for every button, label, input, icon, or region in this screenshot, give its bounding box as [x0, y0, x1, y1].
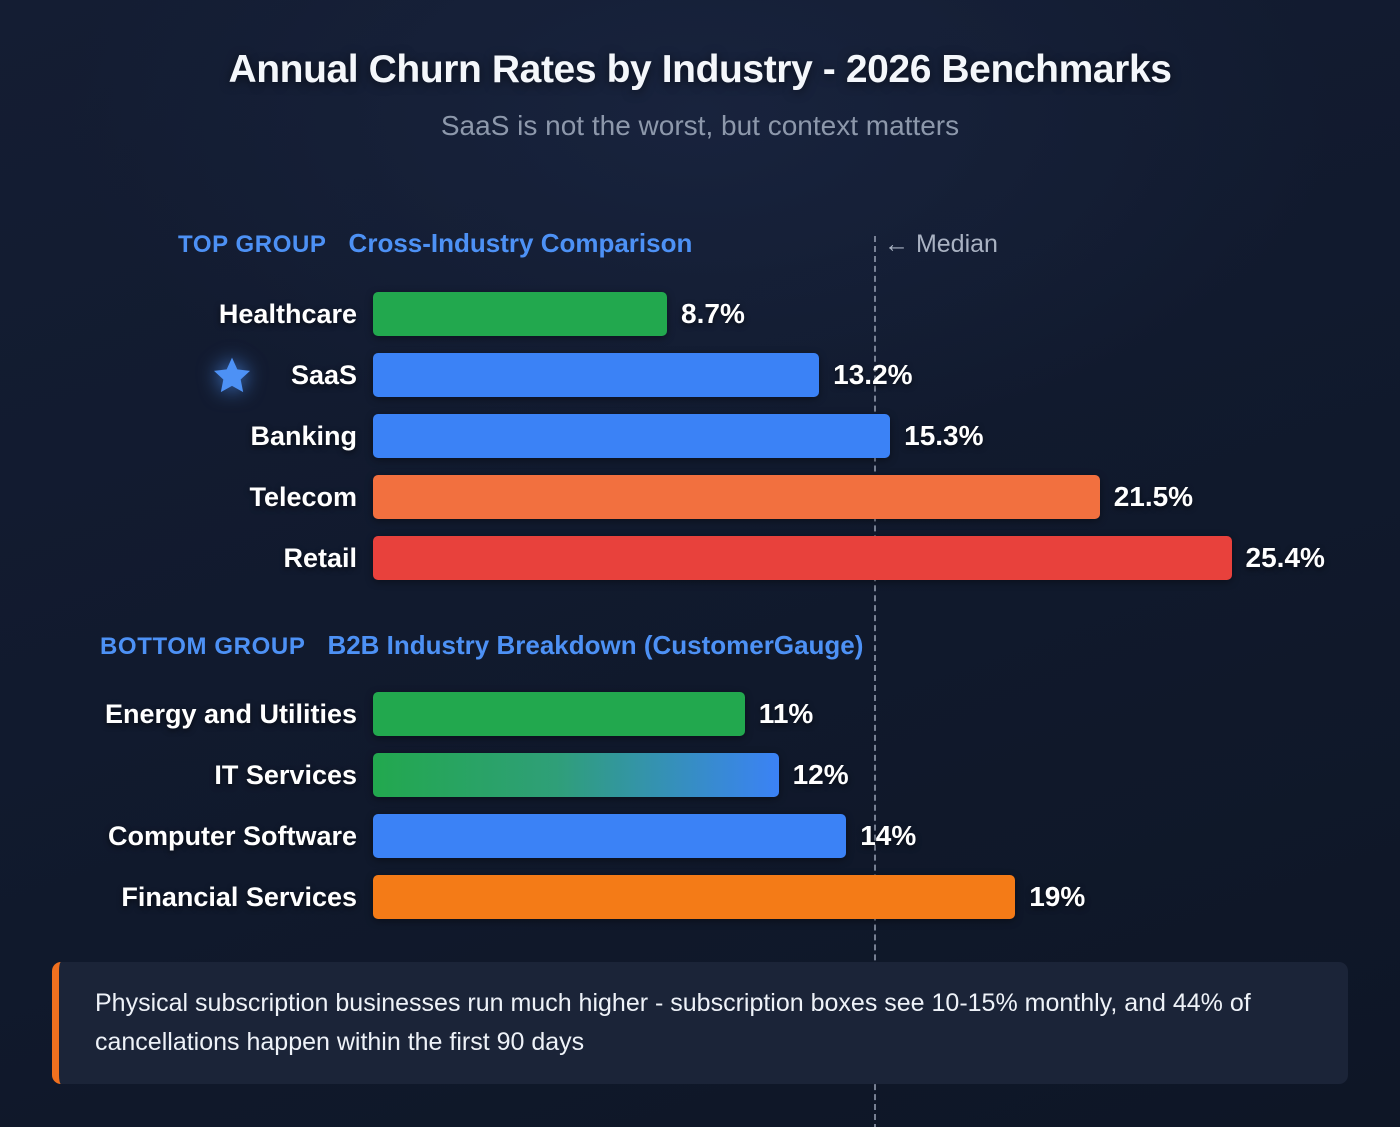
bar-category-label: Computer Software: [107, 820, 357, 851]
group-name-top: Cross-Industry Comparison: [348, 228, 693, 258]
median-reference-line: [874, 236, 876, 1127]
bar[interactable]: [373, 292, 668, 336]
bar-row[interactable]: IT Services 12%: [0, 751, 1400, 799]
bar-row[interactable]: SaaS 13.2%: [0, 351, 1400, 399]
bar-value-label: 8.7%: [681, 298, 745, 329]
group-header-top: TOP GROUP Cross-Industry Comparison: [178, 228, 692, 259]
bar-row[interactable]: Energy and Utilities 11%: [0, 690, 1400, 738]
bar-value-label: 13.2%: [833, 359, 913, 390]
bar-category-label: Retail: [283, 542, 357, 573]
bar[interactable]: [373, 475, 1100, 519]
bar[interactable]: [373, 753, 779, 797]
bar-value-label: 15.3%: [904, 420, 984, 451]
bar-category-label: Telecom: [249, 481, 357, 512]
bar-category-label: SaaS: [290, 359, 357, 390]
footnote-callout: Physical subscription businesses run muc…: [52, 962, 1348, 1084]
bar[interactable]: [373, 414, 891, 458]
bar-row[interactable]: Healthcare 8.7%: [0, 290, 1400, 338]
bar-category-label: Banking: [250, 420, 357, 451]
bar-category-label: Energy and Utilities: [104, 698, 357, 729]
chart-subtitle: SaaS is not the worst, but context matte…: [440, 110, 960, 141]
bar[interactable]: [373, 536, 1232, 580]
bar-row[interactable]: Banking 15.3%: [0, 412, 1400, 460]
group-name-bottom: B2B Industry Breakdown (CustomerGauge): [327, 630, 864, 660]
page-title: Annual Churn Rates by Industry - 2026 Be…: [228, 48, 1172, 91]
bar-value-label: 19%: [1029, 881, 1086, 912]
bar-row[interactable]: Financial Services 19%: [0, 873, 1400, 921]
bar-value-label: 14%: [860, 820, 917, 851]
bar-value-label: 21.5%: [1113, 481, 1194, 512]
bar-value-label: 11%: [758, 698, 814, 729]
bar[interactable]: [373, 692, 745, 736]
bar[interactable]: [373, 875, 1016, 919]
bar-category-label: Financial Services: [121, 881, 357, 912]
bar[interactable]: [373, 353, 820, 397]
group-header-bottom: BOTTOM GROUP B2B Industry Breakdown (Cus…: [100, 630, 863, 661]
median-label: ← Median: [884, 230, 998, 258]
group-tag-bottom: BOTTOM GROUP: [100, 633, 306, 660]
bar[interactable]: [373, 814, 847, 858]
bar-row[interactable]: Retail 25.4%: [0, 534, 1400, 582]
star-icon: [212, 355, 252, 395]
bar-value-label: 12%: [792, 759, 849, 790]
bar-category-label: Healthcare: [218, 298, 357, 329]
bar-row[interactable]: Computer Software 14%: [0, 812, 1400, 860]
bar-category-label: IT Services: [214, 759, 357, 790]
group-tag-top: TOP GROUP: [178, 231, 327, 258]
chart-header: Annual Churn Rates by Industry - 2026 Be…: [0, 0, 1400, 142]
bar-row[interactable]: Telecom 21.5%: [0, 473, 1400, 521]
footnote-text: Physical subscription businesses run muc…: [95, 989, 1251, 1056]
bar-value-label: 25.4%: [1245, 542, 1325, 573]
plot-area: ← Median TOP GROUP Cross-Industry Compar…: [0, 200, 1400, 1127]
